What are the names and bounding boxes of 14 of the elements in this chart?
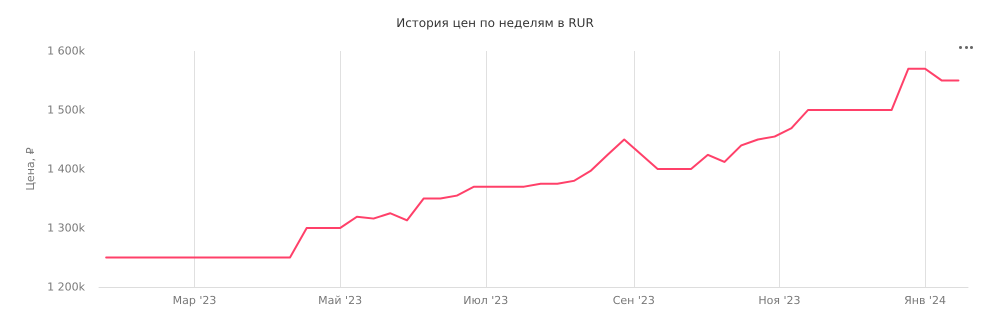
- x-tick-label: Ноя '23: [758, 294, 800, 307]
- y-tick-label: 1 500k: [47, 104, 86, 116]
- x-tick-label: Мар '23: [172, 294, 216, 307]
- x-tick-label: Янв '24: [904, 294, 946, 307]
- y-tick-label: 1 200k: [47, 280, 86, 294]
- y-tick-label: 1 400k: [47, 162, 86, 176]
- x-tick-label: Июл '23: [463, 294, 508, 307]
- y-axis-title: Цена, ₽: [24, 147, 38, 191]
- chart-title: История цен по неделям в RUR: [396, 16, 594, 30]
- x-tick-label: Май '23: [318, 294, 362, 307]
- y-tick-label: 1 600k: [47, 44, 86, 58]
- line-series: [105, 68, 960, 258]
- y-tick-label: 1 300k: [47, 222, 86, 234]
- x-tick-label: Сен '23: [612, 294, 655, 307]
